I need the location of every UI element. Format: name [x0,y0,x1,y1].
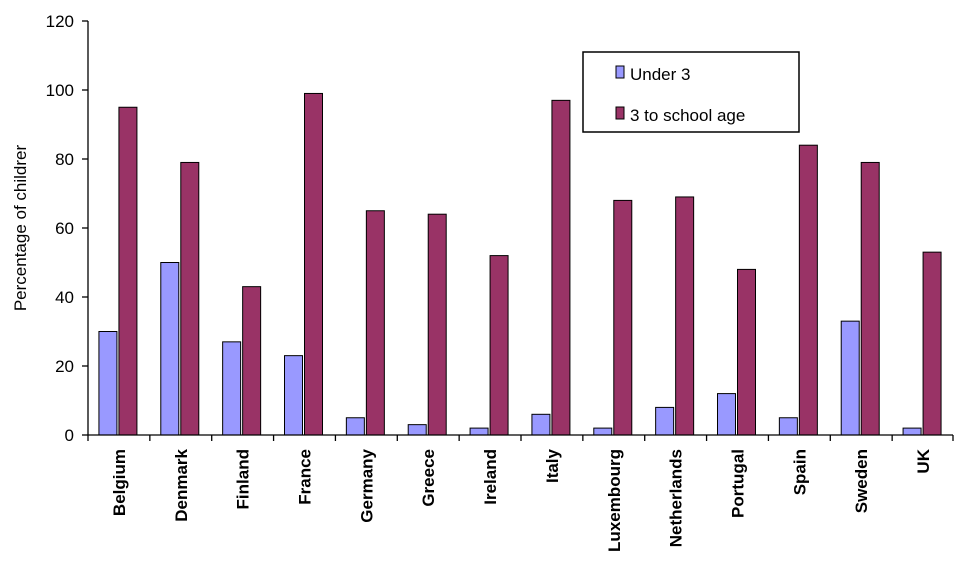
bar-under-3 [407,424,427,436]
bar-under-3 [840,320,860,436]
y-tick-label: 60 [55,219,74,238]
bar-3-to-school-age [180,161,200,436]
x-tick-label: Belgium [110,449,129,516]
y-axis-title: Percentage of childrer [11,145,30,312]
x-tick-label: Netherlands [667,449,686,547]
bar-under-3 [284,355,303,436]
legend-label: Under 3 [630,65,690,84]
bar-under-3 [593,427,613,436]
bar-under-3 [655,406,675,436]
y-axis: 0 20 40 60 80 100 120 [46,12,89,445]
bar-3-to-school-age [489,255,509,436]
y-tick-label: 120 [46,12,74,31]
x-tick-label: Finland [234,449,253,509]
legend: Under 3 3 to school age [582,51,800,133]
bar-under-3 [778,417,798,436]
x-tick-label: Denmark [172,448,191,521]
bar-3-to-school-age [551,99,571,436]
x-tick-label: Germany [357,448,376,522]
bar-3-to-school-age [922,251,942,436]
bar-3-to-school-age [304,92,323,436]
x-tick-label: Ireland [481,449,500,505]
x-tick-label: Greece [419,449,438,507]
x-tick-label: Italy [543,448,562,483]
y-tick-label: 100 [46,81,74,100]
bar-3-to-school-age [798,144,818,436]
x-tick-label: Sweden [852,449,871,513]
bar-under-3 [902,427,922,436]
x-tick-label: UK [914,448,933,473]
legend-label: 3 to school age [630,106,745,125]
y-tick-label: 40 [55,288,74,307]
legend-swatch [615,106,625,120]
x-axis: Belgium Denmark Finland France Germany Greece… [87,434,954,552]
bar-3-to-school-age [860,161,880,436]
bar-under-3 [345,417,365,436]
bar-under-3 [98,331,118,436]
y-tick-label: 20 [55,357,74,376]
bar-under-3 [717,393,736,436]
bar-3-to-school-age [675,196,695,436]
bar-under-3 [469,427,489,436]
bars [98,92,942,436]
bar-under-3 [222,341,242,436]
legend-swatch [615,65,625,79]
y-tick-label: 0 [65,426,74,445]
y-axis-title-group: Percentage of childrer [11,145,30,312]
bar-3-to-school-age [365,210,385,436]
bar-3-to-school-age [613,199,633,436]
bar-under-3 [160,262,180,436]
bar-3-to-school-age [242,286,262,436]
x-tick-label: Luxembourg [605,449,624,552]
x-tick-label: Spain [790,449,809,495]
bar-3-to-school-age [737,268,756,436]
bar-3-to-school-age [118,106,138,436]
y-tick-label: 80 [55,150,74,169]
x-tick-label: Portugal [729,449,748,518]
bar-3-to-school-age [427,213,447,436]
x-tick-label: France [296,449,315,505]
bar-under-3 [531,413,551,436]
